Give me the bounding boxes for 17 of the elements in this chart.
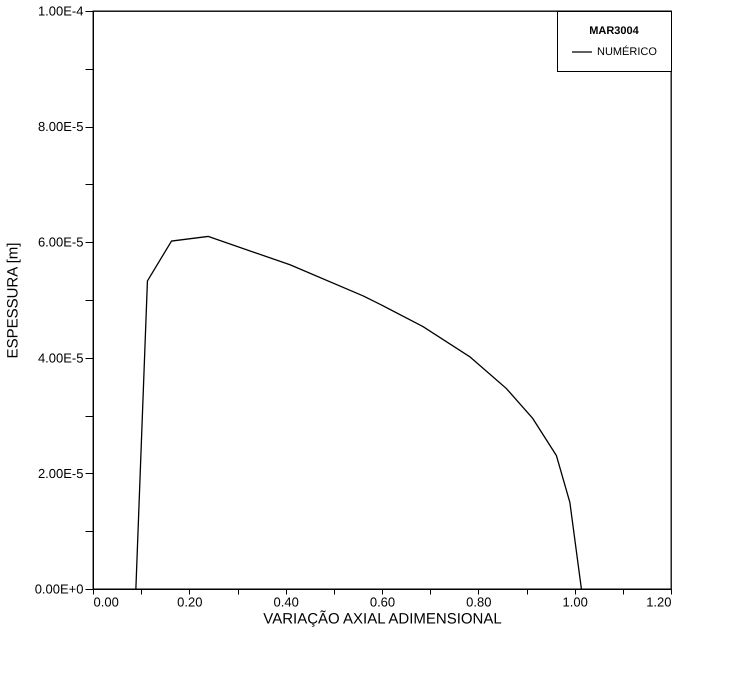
legend-label: NUMÉRICO — [597, 45, 658, 58]
y-tick-label: 2.00E-5 — [38, 466, 84, 481]
legend-title: MAR3004 — [589, 25, 640, 37]
y-tick-label: 1.00E-4 — [38, 4, 84, 18]
y-axis-title: ESPESSURA [m] — [4, 242, 22, 358]
x-tick-label: 0.60 — [370, 594, 396, 610]
x-tick-label: 0.80 — [466, 594, 492, 610]
x-tick-label: 0.20 — [177, 594, 202, 610]
x-axis-title: VARIAÇÃO AXIAL ADIMENSIONAL — [263, 610, 502, 628]
x-tick-label: 0.40 — [274, 594, 299, 610]
y-tick-label: 8.00E-5 — [38, 119, 84, 134]
y-tick-label: 0.00E+0 — [34, 582, 84, 596]
y-tick-label: 6.00E-5 — [38, 234, 84, 250]
x-tick-label: 1.00 — [562, 594, 588, 610]
x-tick-label: 0.00 — [94, 594, 119, 610]
y-tick-label: 4.00E-5 — [38, 350, 84, 366]
x-tick-label: 1.20 — [646, 594, 672, 610]
